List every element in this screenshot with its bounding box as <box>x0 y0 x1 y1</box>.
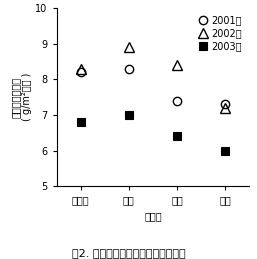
2003年 <box>79 121 82 124</box>
Legend: 2001年, 2002年, 2003年: 2001年, 2002年, 2003年 <box>195 13 244 54</box>
2001年 <box>176 99 179 102</box>
X-axis label: 早晩性: 早晩性 <box>144 211 162 221</box>
2002年 <box>79 67 82 70</box>
Y-axis label: 雌穂日生産速度
( g/m²・日 ): 雌穂日生産速度 ( g/m²・日 ) <box>11 73 32 121</box>
2002年 <box>224 106 227 109</box>
2003年 <box>176 135 179 138</box>
2001年 <box>127 67 130 70</box>
Line: 2001年: 2001年 <box>77 64 229 109</box>
Line: 2002年: 2002年 <box>76 42 230 113</box>
Line: 2003年: 2003年 <box>77 111 229 155</box>
2003年 <box>127 113 130 117</box>
Text: 噵2. 各年次における雌穂日生産速度: 噵2. 各年次における雌穂日生産速度 <box>72 248 185 258</box>
2001年 <box>79 70 82 74</box>
2001年 <box>224 103 227 106</box>
2003年 <box>224 149 227 152</box>
2002年 <box>127 46 130 49</box>
2002年 <box>176 63 179 67</box>
